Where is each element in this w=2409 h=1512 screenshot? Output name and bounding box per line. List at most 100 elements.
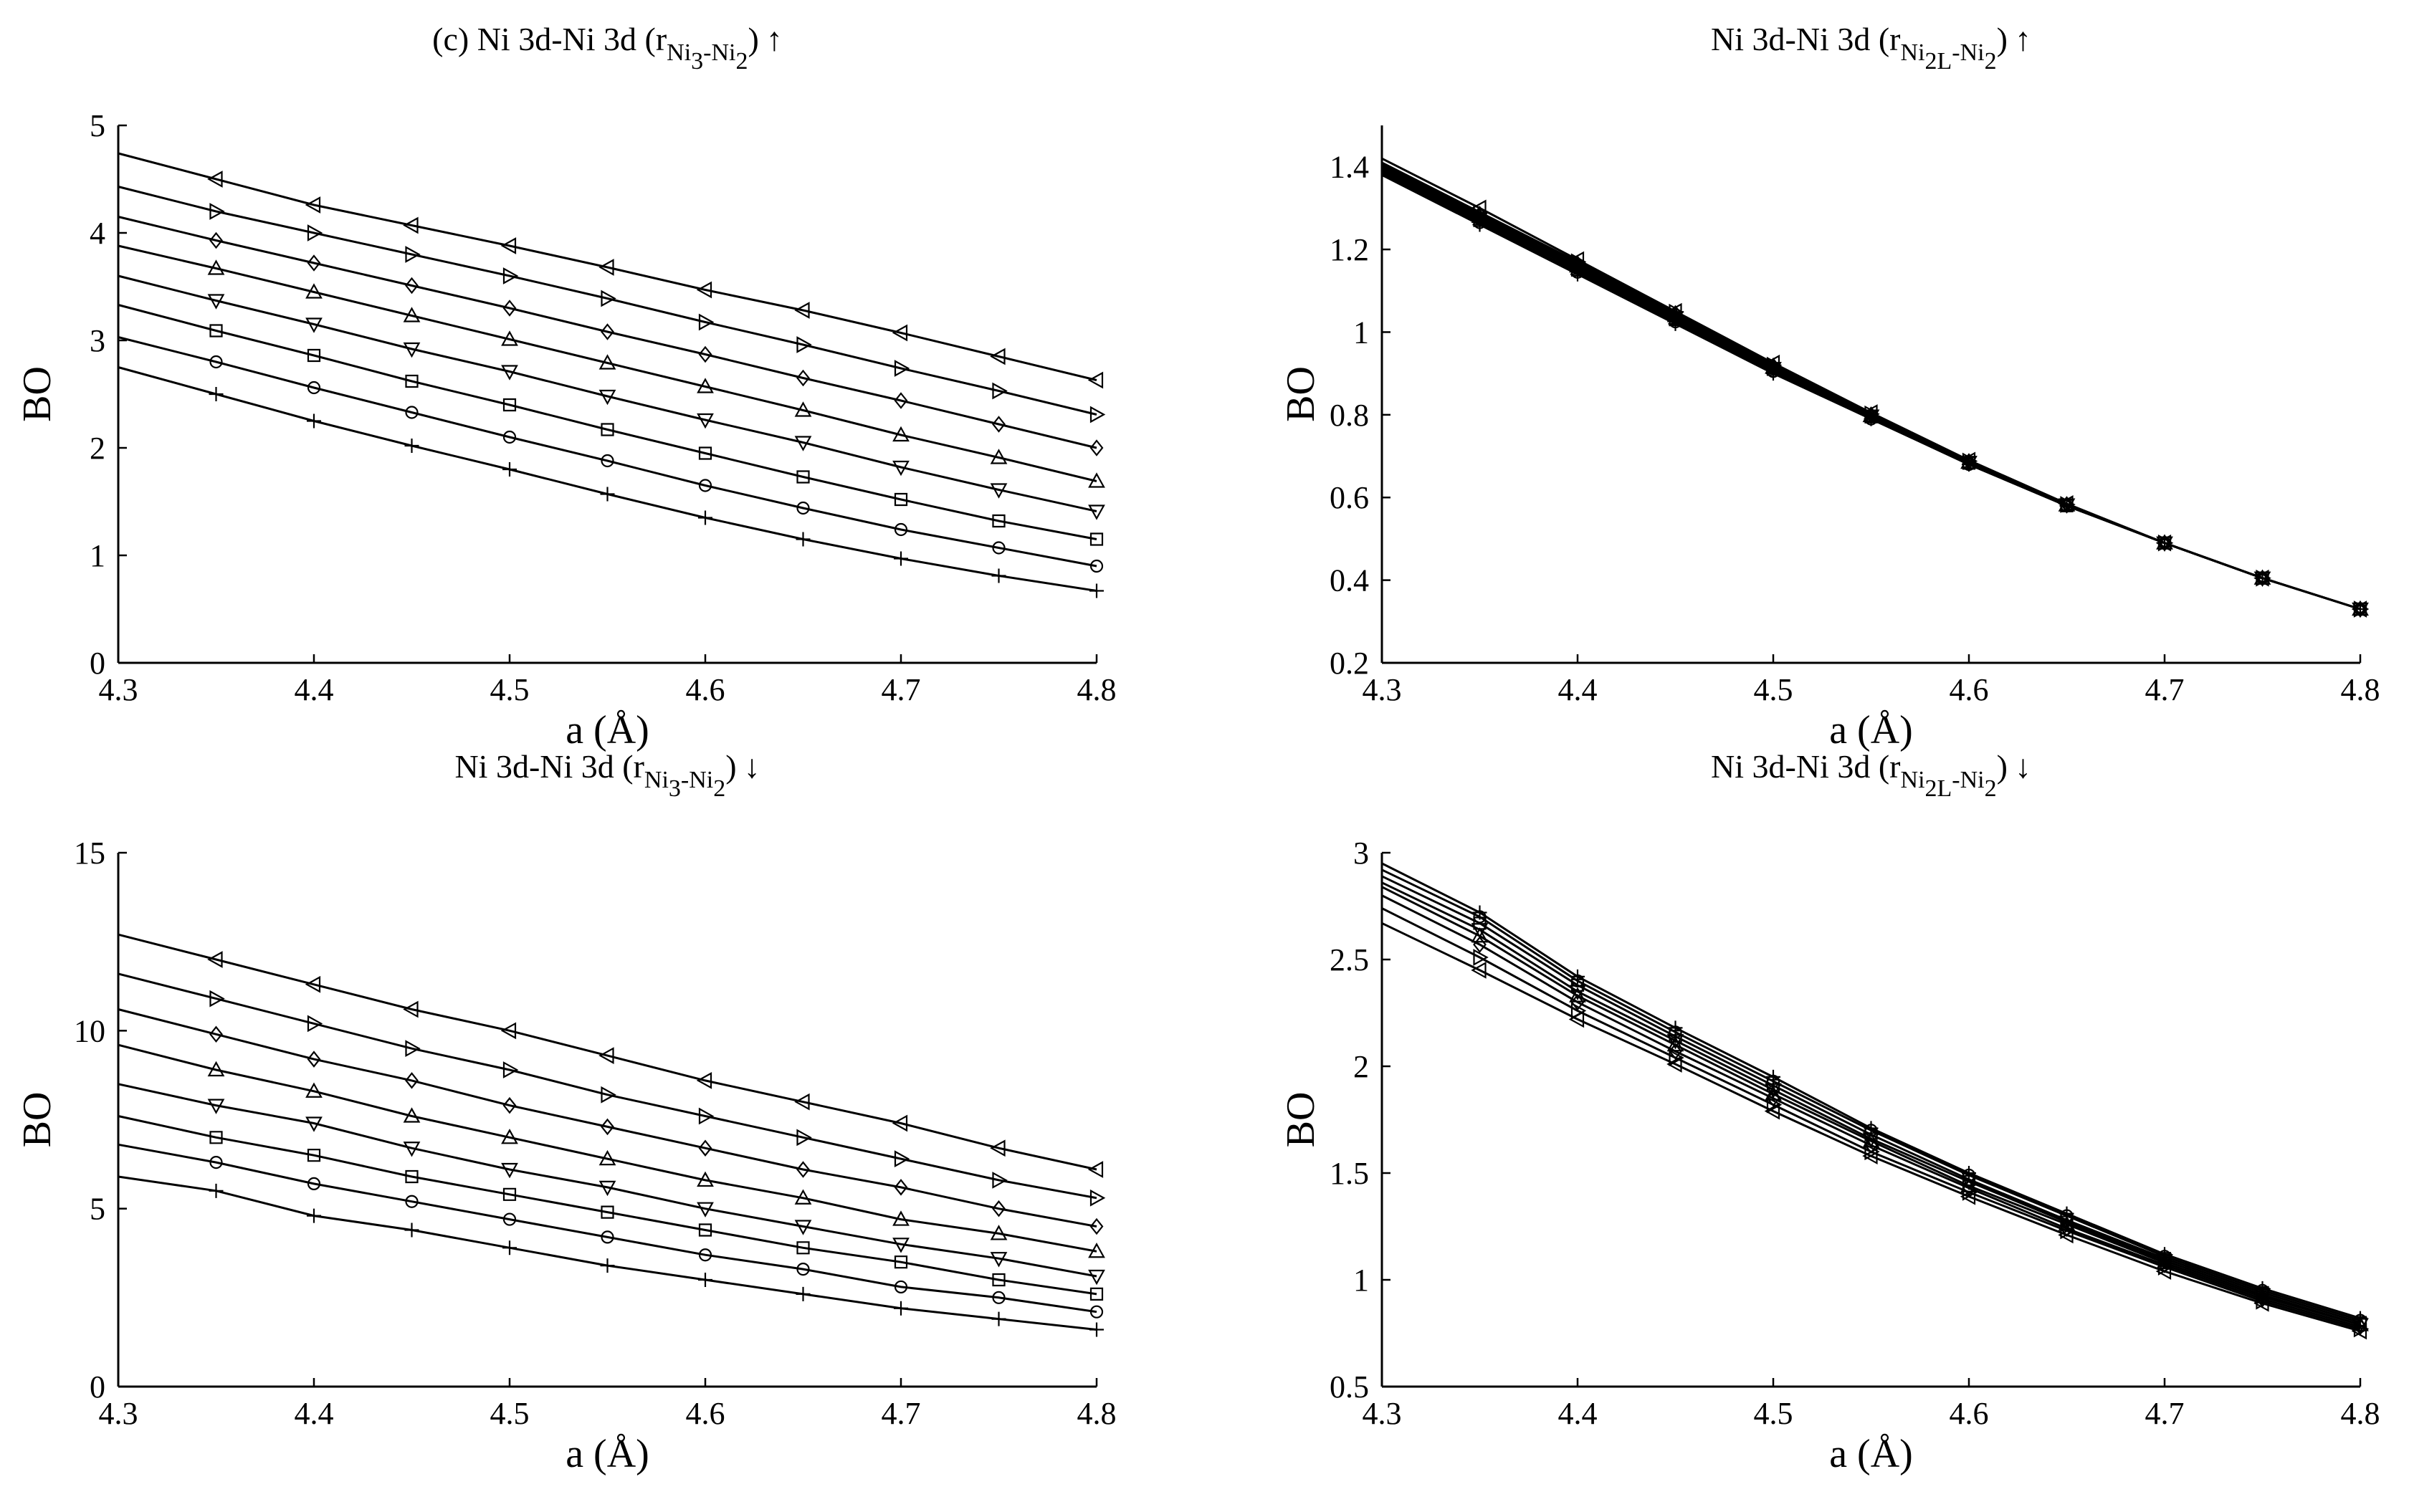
data-point bbox=[405, 1072, 419, 1089]
data-point bbox=[207, 171, 223, 188]
panel-title-arrow: ↑ bbox=[766, 21, 783, 57]
x-axis-label: a (Å) bbox=[566, 708, 649, 752]
data-point bbox=[1471, 199, 1487, 217]
data-point bbox=[598, 389, 616, 406]
chart-panel-4: 4.3 4.4 4.5 4.6 4.7 4.8 0.5 1 1.5 2 2.5 3 a (Å) BO Ni … bbox=[1279, 748, 2380, 1476]
data-point bbox=[502, 430, 517, 444]
x-tick-label: 4.4 bbox=[295, 672, 334, 707]
series-triangle-down bbox=[118, 1083, 1105, 1286]
panel-title-close: ) bbox=[1997, 21, 2008, 57]
series-line bbox=[118, 1115, 1097, 1296]
series-diamond bbox=[1381, 163, 2367, 618]
data-point bbox=[209, 1155, 223, 1169]
y-tick-label: 2 bbox=[1353, 1049, 1369, 1084]
series-plus bbox=[118, 1175, 1104, 1337]
panel-title-sub2: 2L bbox=[1925, 775, 1952, 802]
data-point bbox=[305, 196, 321, 214]
data-point bbox=[500, 1022, 517, 1040]
data-point bbox=[403, 216, 419, 234]
panel-title-close: ) bbox=[748, 21, 759, 57]
x-tick-label: 4.5 bbox=[490, 1396, 530, 1431]
data-point bbox=[992, 382, 1008, 400]
panel-title: Ni 3d-Ni 3d (rNi3-Ni2) ↓ bbox=[454, 748, 760, 802]
data-point bbox=[307, 224, 323, 241]
x-axis-label: a (Å) bbox=[1829, 1432, 1913, 1476]
data-point bbox=[698, 345, 712, 363]
data-point bbox=[794, 436, 812, 451]
data-point bbox=[1089, 532, 1104, 546]
x-tick-label: 4.3 bbox=[1363, 1396, 1402, 1431]
data-point bbox=[1669, 1049, 1684, 1066]
data-point bbox=[1568, 251, 1585, 269]
panel-title-mid: -Ni bbox=[681, 767, 713, 793]
panel-title-sub1: Ni bbox=[667, 39, 691, 66]
data-point bbox=[992, 541, 1006, 555]
series-triangle-up bbox=[118, 1043, 1105, 1258]
data-point bbox=[307, 1177, 321, 1191]
y-axis-label: BO bbox=[1279, 1092, 1323, 1148]
data-point bbox=[500, 237, 517, 254]
data-point bbox=[1088, 1243, 1105, 1258]
panel-title-sub3: 2 bbox=[736, 48, 748, 75]
data-point bbox=[992, 416, 1006, 433]
data-point bbox=[207, 951, 223, 968]
x-tick-label: 4.5 bbox=[1754, 1396, 1793, 1431]
data-point bbox=[990, 1139, 1006, 1157]
data-point bbox=[207, 259, 225, 275]
series-triangle-right bbox=[1381, 161, 2370, 618]
x-axis-label: a (Å) bbox=[1829, 708, 1913, 752]
data-point bbox=[1471, 923, 1489, 939]
data-point bbox=[1862, 404, 1878, 421]
x-tick-label: 4.8 bbox=[2341, 1396, 2380, 1431]
series-line bbox=[118, 1083, 1097, 1278]
data-point bbox=[1862, 1147, 1878, 1165]
data-point bbox=[2351, 1322, 2367, 1340]
data-point bbox=[601, 1205, 614, 1219]
x-axis-label: a (Å) bbox=[566, 1432, 649, 1476]
data-point bbox=[501, 1129, 518, 1144]
data-point bbox=[796, 336, 812, 353]
x-tick-label: 4.3 bbox=[99, 672, 138, 707]
data-point bbox=[601, 1230, 614, 1244]
data-point bbox=[796, 1129, 812, 1147]
data-point bbox=[698, 1223, 712, 1237]
data-point bbox=[892, 426, 910, 442]
data-point bbox=[1471, 927, 1489, 943]
data-point bbox=[209, 1131, 223, 1144]
data-point bbox=[992, 514, 1006, 528]
data-point bbox=[696, 281, 712, 299]
series-line bbox=[1381, 869, 2361, 1322]
data-point bbox=[1764, 1102, 1780, 1120]
x-tick-label: 4.7 bbox=[882, 672, 921, 707]
series-line bbox=[118, 186, 1097, 416]
data-point bbox=[207, 294, 225, 310]
y-tick-label: 0.5 bbox=[1330, 1369, 1369, 1405]
series-line bbox=[1381, 894, 2361, 1329]
data-point bbox=[1570, 993, 1585, 1011]
data-point bbox=[209, 387, 224, 401]
data-point bbox=[502, 1187, 517, 1201]
data-point bbox=[796, 470, 810, 484]
data-point bbox=[502, 267, 519, 284]
panel-title: Ni 3d-Ni 3d (rNi2L-Ni2) ↑ bbox=[1711, 21, 2031, 75]
y-tick-label: 1.5 bbox=[1330, 1156, 1369, 1191]
panel-title-main: Ni 3d-Ni 3d (r bbox=[1711, 748, 1900, 785]
y-tick-label: 1 bbox=[1353, 315, 1369, 350]
data-point bbox=[1471, 962, 1487, 979]
data-point bbox=[698, 510, 712, 525]
data-point bbox=[698, 446, 712, 460]
data-point bbox=[600, 1258, 615, 1273]
data-point bbox=[405, 406, 419, 419]
data-point bbox=[209, 324, 223, 338]
data-point bbox=[2058, 495, 2074, 512]
data-point bbox=[2058, 1226, 2074, 1244]
series-triangle-up bbox=[1381, 886, 2369, 1331]
data-point bbox=[601, 454, 614, 468]
data-point bbox=[601, 1086, 616, 1104]
data-point bbox=[894, 1301, 908, 1316]
series-triangle-down bbox=[1381, 168, 2369, 618]
data-point bbox=[1960, 451, 1976, 469]
data-point bbox=[305, 317, 323, 333]
series-line bbox=[118, 972, 1097, 1200]
data-point bbox=[598, 1047, 614, 1064]
